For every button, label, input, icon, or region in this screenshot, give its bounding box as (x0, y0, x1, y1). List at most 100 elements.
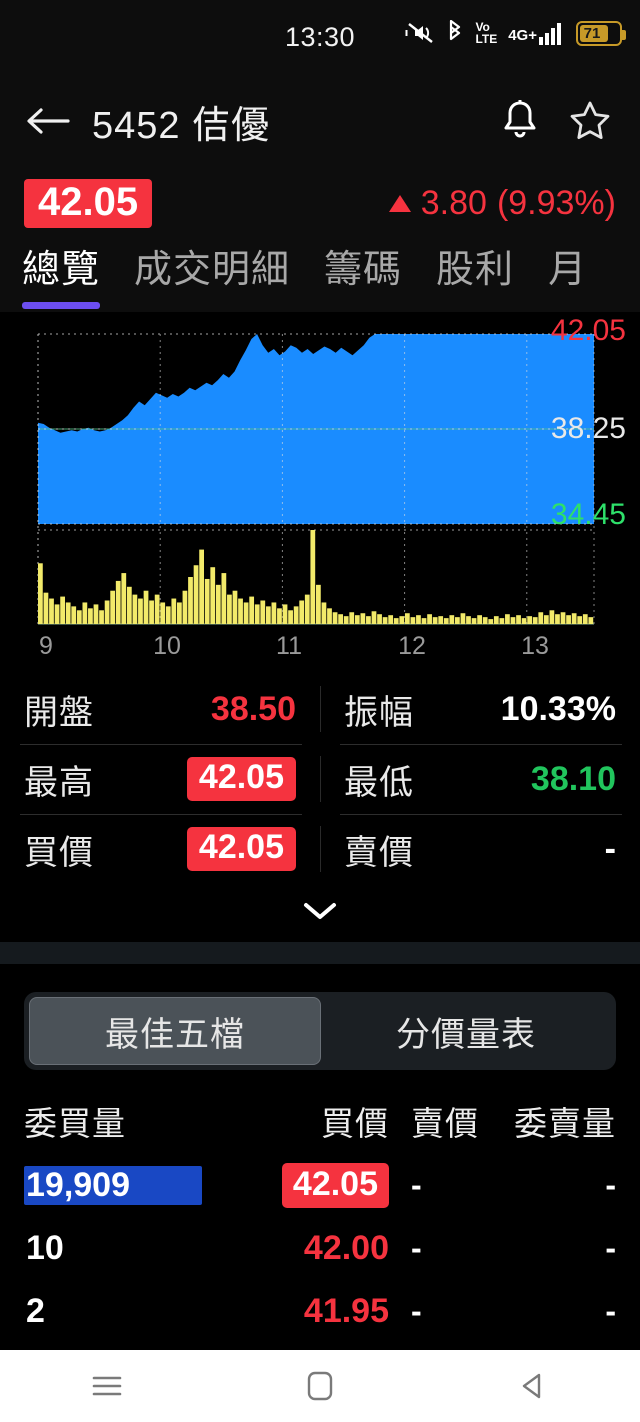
stat-amplitude: 振幅 10.33% (320, 674, 640, 744)
volte-bottom: LTE (475, 32, 498, 46)
ask-qty-value: - (605, 1167, 616, 1203)
bid-qty-cell: 19,909 (24, 1154, 239, 1217)
bluetooth-icon (446, 20, 464, 46)
bid-price-value: 42.00 (303, 1229, 389, 1267)
order-book-row[interactable]: 2 41.95 - - (24, 1280, 616, 1343)
stat-label: 開盤 (24, 693, 94, 732)
stat-ask: 賣價 - (320, 814, 640, 884)
x-tick-0: 9 (39, 632, 53, 660)
tab-overview[interactable]: 總覽 (22, 236, 101, 309)
ask-price-value: - (411, 1167, 422, 1203)
chart-canvas (37, 333, 595, 625)
bid-qty-value: 10 (26, 1229, 64, 1267)
stat-label: 最低 (344, 763, 414, 802)
volte-top: Vo (475, 20, 490, 34)
bid-price-cell: 42.05 (239, 1163, 389, 1208)
stat-value: 42.05 (186, 757, 296, 801)
order-book-header: 委買量 買價 賣價 委賣量 (24, 1088, 616, 1154)
x-tick-3: 12 (398, 632, 426, 660)
ask-price-value: - (411, 1293, 422, 1329)
header-ask-price: 賣價 (411, 1105, 479, 1142)
bid-price-value: 42.05 (281, 1163, 389, 1208)
intraday-chart[interactable]: 42.05 38.25 34.45 9 10 11 12 13 (0, 312, 640, 668)
mute-icon (405, 20, 435, 46)
ask-price-value: - (411, 1230, 422, 1266)
quote-stats: 開盤 38.50 振幅 10.33% 最高 42.05 最低 38.10 買價 … (0, 668, 640, 942)
bell-icon[interactable] (492, 93, 548, 149)
stat-value: - (604, 829, 616, 868)
axis-label-high: 42.05 (550, 314, 626, 347)
stat-value: 38.10 (530, 759, 616, 798)
back-arrow-icon[interactable] (22, 95, 74, 147)
stat-bid: 買價 42.05 (0, 814, 320, 884)
status-bar: 13:30 Vo LTE 4G+ (0, 0, 640, 72)
price-change: 3.80 (9.93%) (388, 183, 616, 223)
segment-best-five[interactable]: 最佳五檔 (29, 997, 321, 1065)
stat-row: 最高 42.05 最低 38.10 (0, 744, 640, 814)
stat-value: 42.05 (186, 827, 296, 871)
stat-label: 賣價 (344, 833, 414, 872)
status-icons: Vo LTE 4G+ 71 (405, 20, 626, 46)
arrow-up-icon (388, 194, 411, 212)
stat-value: 10.33% (500, 689, 616, 728)
tab-bar: 總覽 成交明細 籌碼 股利 月 (0, 236, 640, 312)
tab-chips[interactable]: 籌碼 (324, 249, 403, 291)
orderbook-toggle: 最佳五檔 分價量表 (0, 992, 640, 1070)
order-book: 委買量 買價 賣價 委賣量 19,909 42.05 - - 10 42.00 … (0, 1088, 640, 1343)
star-icon[interactable] (562, 93, 618, 149)
status-time: 13:30 (284, 22, 356, 52)
axis-label-mid: 38.25 (550, 412, 626, 445)
change-percent: (9.93%) (496, 183, 616, 222)
stat-open: 開盤 38.50 (0, 674, 320, 744)
home-icon[interactable] (275, 1350, 365, 1422)
chevron-down-icon (303, 901, 337, 926)
volte-icon: Vo LTE (475, 21, 497, 45)
menu-icon[interactable] (62, 1350, 152, 1422)
tab-dividend[interactable]: 股利 (436, 249, 515, 291)
expand-stats-button[interactable] (0, 884, 640, 942)
tab-more[interactable]: 月 (548, 249, 588, 291)
chart-x-axis: 9 10 11 12 13 (0, 632, 640, 666)
signal-4g-icon: 4G+ (508, 21, 565, 45)
network-label: 4G+ (508, 27, 537, 44)
battery-percent: 71 (583, 24, 601, 42)
stat-label: 最高 (24, 763, 94, 802)
header-ask-qty: 委賣量 (514, 1105, 616, 1142)
battery-icon: 71 (576, 20, 626, 46)
bid-qty-cell: 2 (24, 1280, 239, 1343)
section-divider (0, 942, 640, 964)
section-spacer (0, 964, 640, 992)
axis-label-low: 34.45 (550, 498, 626, 531)
x-tick-4: 13 (521, 632, 549, 660)
bid-qty-cell: 10 (24, 1217, 239, 1280)
app-bar: 5452 佶優 (0, 72, 640, 170)
header-bid-qty: 委買量 (24, 1105, 126, 1142)
page-title: 5452 佶優 (92, 104, 271, 147)
bid-qty-value: 19,909 (26, 1166, 130, 1204)
bid-qty-value: 2 (26, 1292, 45, 1330)
bid-depth-bar (24, 1166, 202, 1205)
ask-qty-value: - (605, 1293, 616, 1329)
ask-qty-value: - (605, 1230, 616, 1266)
stat-high: 最高 42.05 (0, 744, 320, 814)
back-triangle-icon[interactable] (488, 1350, 578, 1422)
stat-row: 開盤 38.50 振幅 10.33% (0, 674, 640, 744)
x-tick-1: 10 (153, 632, 181, 660)
quote-summary: 42.05 3.80 (9.93%) (0, 170, 640, 236)
android-nav-bar (0, 1350, 640, 1422)
tab-trade-details[interactable]: 成交明細 (134, 249, 291, 291)
order-book-row[interactable]: 19,909 42.05 - - (24, 1154, 616, 1217)
segment-price-volume[interactable]: 分價量表 (396, 1015, 536, 1054)
stat-label: 振幅 (344, 693, 414, 732)
stat-label: 買價 (24, 833, 94, 872)
bid-price-cell: 42.00 (239, 1229, 389, 1268)
change-value: 3.80 (420, 183, 487, 222)
x-tick-2: 11 (276, 632, 302, 660)
header-bid-price: 買價 (321, 1105, 389, 1142)
bid-price-cell: 41.95 (239, 1292, 389, 1331)
last-price: 42.05 (24, 178, 153, 228)
bid-price-value: 41.95 (303, 1292, 389, 1330)
stat-value: 38.50 (210, 689, 296, 728)
order-book-row[interactable]: 10 42.00 - - (24, 1217, 616, 1280)
